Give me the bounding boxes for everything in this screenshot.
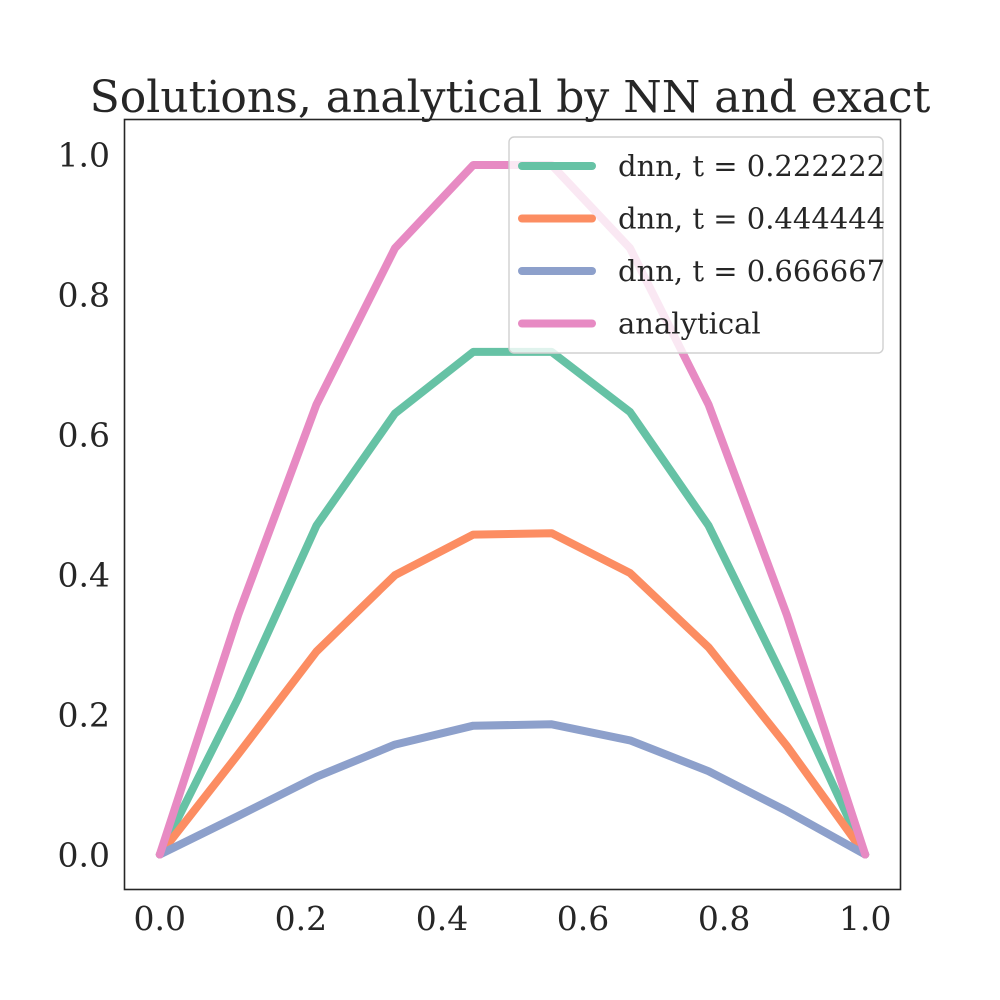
y-tick-label: 0.0 (58, 836, 110, 875)
series-line-3 (155, 720, 870, 859)
y-tick-label: 0.4 (58, 556, 110, 595)
legend: dnn, t = 0.222222 dnn, t = 0.444444 dnn, t… (508, 136, 885, 354)
x-tick-label: 0.0 (134, 899, 186, 938)
x-tick-label: 0.6 (557, 899, 609, 938)
x-tick-label: 0.4 (416, 899, 468, 938)
chart-title: Solutions, analytical by NN and exact (90, 72, 931, 123)
legend-label: dnn, t = 0.222222 (618, 149, 885, 183)
legend-items: dnn, t = 0.222222 dnn, t = 0.444444 dnn, t… (518, 149, 885, 341)
plot-frame (123, 118, 902, 891)
x-tick-label: 1.0 (839, 899, 891, 938)
legend-label: dnn, t = 0.666667 (618, 254, 885, 288)
y-axis-ticks: 0.0 0.2 0.4 0.6 0.8 1.0 (58, 136, 110, 875)
y-tick-label: 0.6 (58, 416, 110, 455)
y-tick-label: 0.8 (58, 276, 110, 315)
x-tick-label: 0.8 (698, 899, 750, 938)
legend-label: analytical (618, 307, 761, 341)
x-tick-label: 0.2 (275, 899, 327, 938)
legend-label: dnn, t = 0.444444 (618, 202, 885, 236)
legend-box (508, 136, 884, 354)
series-line-2 (155, 529, 870, 859)
y-tick-label: 0.2 (58, 696, 110, 735)
y-tick-label: 1.0 (58, 136, 110, 175)
x-axis-ticks: 0.0 0.2 0.4 0.6 0.8 1.0 (134, 899, 892, 938)
